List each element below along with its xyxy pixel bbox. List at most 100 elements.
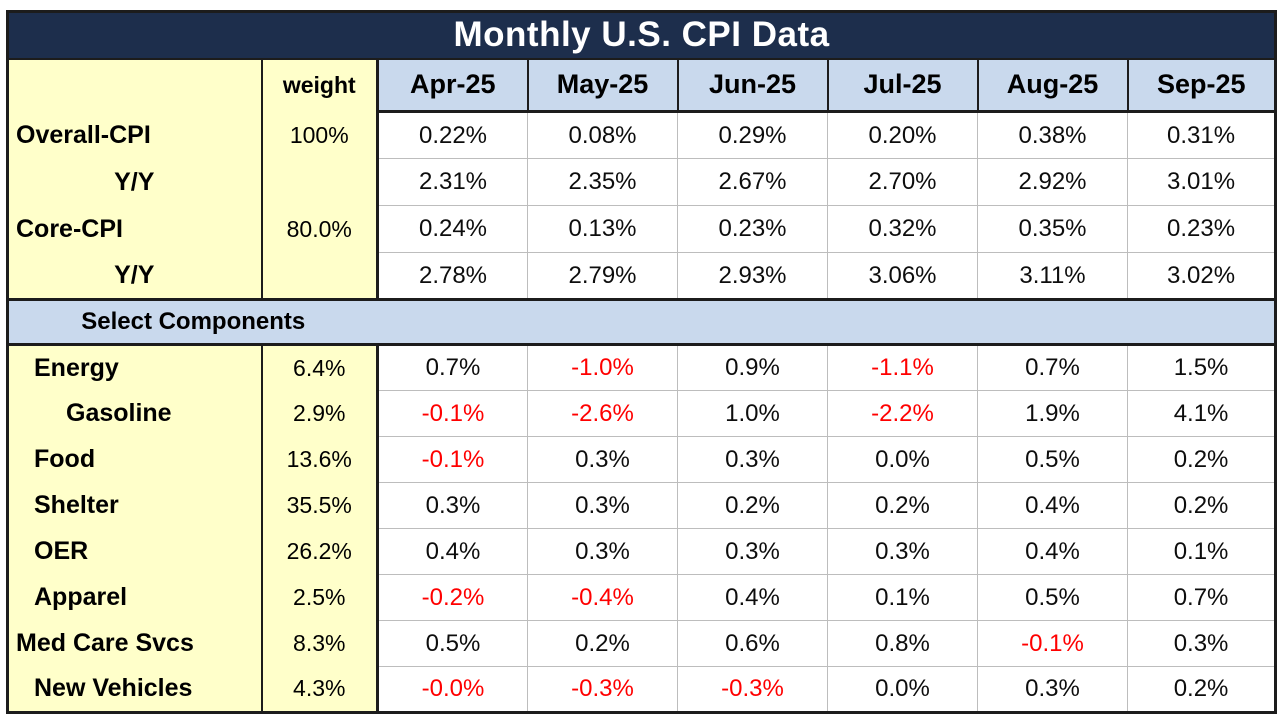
component-row: Food 13.6% -0.1% 0.3% 0.3% 0.0% 0.5% 0.2% xyxy=(7,436,1277,483)
row-label-cell: Y/Y xyxy=(7,252,263,300)
value-cell: 1.9% xyxy=(977,390,1128,437)
component-row: Energy 6.4% 0.7% -1.0% 0.9% -1.1% 0.7% 1.5% xyxy=(7,344,1277,391)
component-row: Gasoline 2.9% -0.1% -2.6% 1.0% -2.2% 1.9% 4.1% xyxy=(7,390,1277,437)
value-cell: 0.2% xyxy=(1126,436,1277,483)
weight-cell xyxy=(261,252,379,300)
value-cell: 0.3% xyxy=(377,482,528,529)
value-cell: 3.06% xyxy=(827,252,978,300)
section-header-row: Select Components xyxy=(7,298,1276,346)
value-cell: -0.0% xyxy=(377,666,528,713)
value-cell: -0.1% xyxy=(977,620,1128,667)
value-cell: 2.70% xyxy=(827,158,978,206)
value-cell: -0.1% xyxy=(377,390,528,437)
row-label-cell: Apparel xyxy=(7,574,263,621)
weight-cell: 35.5% xyxy=(261,482,379,529)
month-column-header: Apr-25 xyxy=(376,58,529,113)
value-cell: 0.2% xyxy=(1126,482,1277,529)
value-cell: 0.3% xyxy=(977,666,1128,713)
weight-cell xyxy=(261,158,379,206)
value-cell: -0.4% xyxy=(527,574,678,621)
value-cell: 0.8% xyxy=(827,620,978,667)
row-label-cell: OER xyxy=(7,528,263,575)
page-title: Monthly U.S. CPI Data xyxy=(7,11,1276,60)
summary-body: Overall-CPI 100% 0.22% 0.08% 0.29% 0.20% 0.38%… xyxy=(7,111,1277,300)
weight-cell: 2.9% xyxy=(261,390,379,437)
value-cell: 0.13% xyxy=(527,205,678,253)
value-cell: 0.3% xyxy=(1126,620,1277,667)
value-cell: -2.6% xyxy=(527,390,678,437)
value-cell: 2.93% xyxy=(677,252,828,300)
value-cell: 0.7% xyxy=(1126,574,1277,621)
weight-cell: 4.3% xyxy=(261,666,379,713)
value-cell: 0.1% xyxy=(1126,528,1277,575)
month-column-header: Aug-25 xyxy=(976,58,1129,113)
weight-cell: 80.0% xyxy=(261,205,379,253)
section-header-label: Select Components xyxy=(7,298,378,346)
month-column-header: May-25 xyxy=(526,58,679,113)
section-header-spacer xyxy=(377,298,1276,346)
summary-row: Y/Y 2.78% 2.79% 2.93% 3.06% 3.11% 3.02% xyxy=(7,252,1277,300)
title-row: Monthly U.S. CPI Data xyxy=(7,11,1276,60)
value-cell: 0.31% xyxy=(1126,111,1277,159)
value-cell: 0.32% xyxy=(827,205,978,253)
row-label-cell: Gasoline xyxy=(7,390,263,437)
value-cell: 0.24% xyxy=(377,205,528,253)
value-cell: 0.29% xyxy=(677,111,828,159)
value-cell: 0.2% xyxy=(1126,666,1277,713)
value-cell: 2.79% xyxy=(527,252,678,300)
row-label-cell: Med Care Svcs xyxy=(7,620,263,667)
component-row: Med Care Svcs 8.3% 0.5% 0.2% 0.6% 0.8% -0.1% 0.… xyxy=(7,620,1277,667)
component-row: New Vehicles 4.3% -0.0% -0.3% -0.3% 0.0% 0.3% 0… xyxy=(7,666,1277,713)
value-cell: 0.1% xyxy=(827,574,978,621)
value-cell: 0.7% xyxy=(977,344,1128,391)
value-cell: -1.0% xyxy=(527,344,678,391)
value-cell: 0.6% xyxy=(677,620,828,667)
weight-cell: 13.6% xyxy=(261,436,379,483)
value-cell: 0.3% xyxy=(677,528,828,575)
column-header-row: weight Apr-25 May-25 Jun-25 Jul-25 Aug-25 Sep… xyxy=(7,58,1277,113)
corner-cell xyxy=(7,58,263,112)
value-cell: 0.5% xyxy=(977,436,1128,483)
components-body: Energy 6.4% 0.7% -1.0% 0.9% -1.1% 0.7% 1.5% Gaso… xyxy=(7,344,1277,713)
value-cell: -0.1% xyxy=(377,436,528,483)
section-body: Select Components xyxy=(7,298,1276,346)
value-cell: 0.3% xyxy=(527,436,678,483)
row-label-cell: Food xyxy=(7,436,263,483)
value-cell: -2.2% xyxy=(827,390,978,437)
summary-row: Core-CPI 80.0% 0.24% 0.13% 0.23% 0.32% 0.35% 0.… xyxy=(7,205,1277,253)
value-cell: 2.35% xyxy=(527,158,678,206)
row-label-cell: Shelter xyxy=(7,482,263,529)
value-cell: 0.23% xyxy=(677,205,828,253)
value-cell: 0.35% xyxy=(977,205,1128,253)
month-column-header: Jul-25 xyxy=(826,58,979,113)
value-cell: 0.2% xyxy=(677,482,828,529)
value-cell: 0.4% xyxy=(977,482,1128,529)
value-cell: 0.3% xyxy=(527,482,678,529)
component-row: Shelter 35.5% 0.3% 0.3% 0.2% 0.2% 0.4% 0.2% xyxy=(7,482,1277,529)
value-cell: 0.4% xyxy=(377,528,528,575)
value-cell: -1.1% xyxy=(827,344,978,391)
value-cell: 1.0% xyxy=(677,390,828,437)
value-cell: 0.5% xyxy=(377,620,528,667)
value-cell: 0.22% xyxy=(377,111,528,159)
component-row: Apparel 2.5% -0.2% -0.4% 0.4% 0.1% 0.5% 0.7% xyxy=(7,574,1277,621)
month-column-header: Sep-25 xyxy=(1126,58,1277,113)
value-cell: 0.2% xyxy=(527,620,678,667)
value-cell: 1.5% xyxy=(1126,344,1277,391)
value-cell: 0.08% xyxy=(527,111,678,159)
weight-cell: 2.5% xyxy=(261,574,379,621)
value-cell: 3.02% xyxy=(1126,252,1277,300)
cpi-table: Monthly U.S. CPI Data weight Apr-25 May-2… xyxy=(6,10,1278,714)
cpi-data-table: Monthly U.S. CPI Data weight Apr-25 May-2… xyxy=(6,10,1278,714)
weight-cell: 6.4% xyxy=(261,344,379,391)
value-cell: 0.23% xyxy=(1126,205,1277,253)
summary-row: Y/Y 2.31% 2.35% 2.67% 2.70% 2.92% 3.01% xyxy=(7,158,1277,206)
value-cell: 2.78% xyxy=(377,252,528,300)
weight-cell: 8.3% xyxy=(261,620,379,667)
row-label-cell: Overall-CPI xyxy=(7,111,263,159)
value-cell: -0.3% xyxy=(527,666,678,713)
weight-cell: 26.2% xyxy=(261,528,379,575)
row-label-cell: New Vehicles xyxy=(7,666,263,713)
value-cell: 0.20% xyxy=(827,111,978,159)
value-cell: 3.11% xyxy=(977,252,1128,300)
